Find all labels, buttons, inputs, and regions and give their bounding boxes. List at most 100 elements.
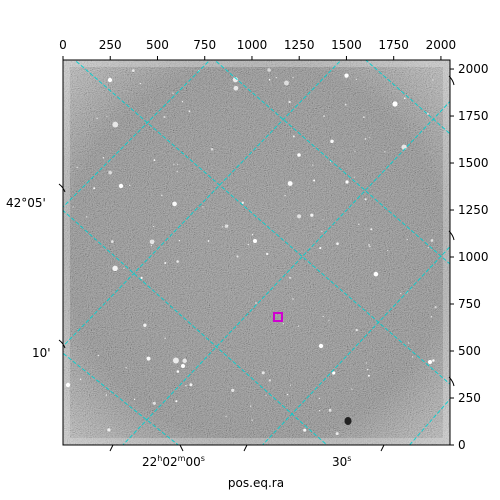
top-tick-label: 1750 <box>378 38 409 52</box>
star <box>292 298 294 300</box>
star <box>344 103 347 106</box>
star <box>364 198 367 201</box>
top-tick-label: 1000 <box>237 38 268 52</box>
star <box>153 159 156 161</box>
star <box>76 166 78 169</box>
bottom-tick-label-1: 22h02m00s <box>142 454 205 469</box>
star <box>287 181 293 186</box>
right-tick-label: 1750 <box>458 109 489 123</box>
star <box>322 315 324 317</box>
bright-star <box>428 360 432 364</box>
left-tick-label-1: 42°05' <box>6 196 46 210</box>
star <box>401 144 407 150</box>
bright-star <box>118 183 124 189</box>
star <box>189 383 193 387</box>
star <box>289 276 292 279</box>
star <box>152 401 156 405</box>
star <box>427 246 429 249</box>
bright-star <box>107 77 113 83</box>
star <box>172 357 179 364</box>
star <box>146 356 151 361</box>
star <box>384 151 386 153</box>
star <box>430 316 433 318</box>
star <box>202 206 204 208</box>
right-axis: 0 250 500 750 1000 1250 1500 1750 2000 <box>450 62 489 452</box>
grid-line <box>122 100 450 445</box>
star <box>282 323 284 325</box>
bright-star <box>392 101 398 107</box>
star <box>267 68 271 72</box>
star <box>318 410 321 412</box>
star <box>129 184 131 186</box>
grid-line <box>63 352 180 445</box>
source-marker <box>273 312 283 322</box>
star <box>161 194 163 197</box>
star <box>355 328 358 332</box>
top-tick-label: 0 <box>59 38 67 52</box>
star <box>111 240 114 243</box>
star <box>266 252 269 256</box>
star <box>250 405 252 407</box>
star <box>140 276 143 279</box>
star <box>328 319 330 321</box>
star <box>188 110 191 113</box>
star <box>369 137 371 139</box>
grid-line <box>213 60 450 265</box>
star <box>292 135 295 138</box>
left-tick-label-2: 10' <box>32 346 51 360</box>
star <box>400 293 402 295</box>
star <box>318 397 320 400</box>
star <box>112 265 118 272</box>
star <box>412 356 414 358</box>
star <box>369 246 371 248</box>
star <box>133 398 136 401</box>
star <box>93 187 96 190</box>
star <box>336 242 339 246</box>
top-tick-label: 500 <box>146 38 169 52</box>
star <box>255 302 257 304</box>
star <box>367 368 369 371</box>
stars <box>65 68 437 436</box>
star <box>164 337 166 339</box>
star <box>434 306 437 309</box>
star <box>97 354 100 357</box>
coordinate-grid <box>63 60 450 445</box>
star <box>173 163 175 165</box>
star <box>312 164 314 166</box>
star <box>222 226 224 228</box>
star <box>404 97 406 99</box>
right-tick-label: 500 <box>458 344 481 358</box>
star <box>172 92 174 94</box>
star <box>363 116 365 118</box>
top-tick-label: 750 <box>193 38 216 52</box>
star <box>268 379 271 382</box>
star <box>330 139 334 144</box>
star <box>106 115 108 117</box>
star <box>288 100 291 104</box>
star <box>247 244 249 246</box>
star <box>112 121 119 128</box>
x-axis-label: pos.eq.ra <box>228 476 284 490</box>
star <box>430 239 434 242</box>
star <box>207 240 210 242</box>
star <box>225 415 227 418</box>
right-wcs-ticks <box>448 75 455 387</box>
sky-image <box>63 60 450 445</box>
star <box>370 228 373 231</box>
star <box>150 245 153 247</box>
grid-line <box>261 246 450 445</box>
star <box>79 378 82 380</box>
star <box>125 367 127 369</box>
top-axis: 0 250 500 750 1000 1250 1500 1750 2000 <box>59 38 456 60</box>
right-tick-label: 250 <box>458 391 481 405</box>
right-tick-label: 0 <box>458 438 466 452</box>
top-tick-label: 250 <box>99 38 122 52</box>
star <box>406 238 408 240</box>
star <box>139 82 141 85</box>
star <box>227 225 229 227</box>
top-tick-label: 1500 <box>331 38 362 52</box>
star <box>310 213 314 217</box>
star <box>131 69 135 72</box>
star <box>233 85 239 91</box>
